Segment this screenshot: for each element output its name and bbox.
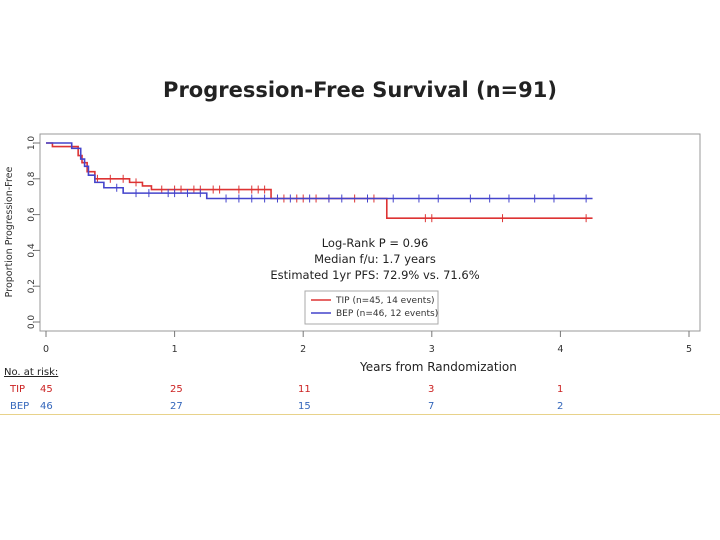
x-tick-label: 0 — [43, 344, 49, 355]
median-followup-annotation: Median f/u: 1.7 years — [314, 252, 436, 266]
x-tick-label: 4 — [557, 344, 563, 355]
x-tick-label: 3 — [429, 344, 435, 355]
y-tick-label: 0.0 — [27, 315, 37, 330]
risk-value-tip: 25 — [170, 384, 183, 395]
pfs-estimate-annotation: Estimated 1yr PFS: 72.9% vs. 71.6% — [270, 268, 480, 282]
y-tick-label: 0.8 — [27, 171, 37, 186]
km-curve-tip — [46, 142, 593, 219]
risk-value-tip: 11 — [298, 384, 311, 395]
risk-value-bep: 27 — [170, 401, 183, 412]
plot-frame — [39, 133, 701, 332]
y-tick-label: 0.4 — [27, 243, 37, 258]
logrank-annotation: Log-Rank P = 0.96 — [321, 236, 429, 250]
legend-bep-label: BEP (n=46, 12 events) — [336, 309, 438, 319]
risk-value-bep: 2 — [557, 401, 564, 412]
risk-value-tip: 1 — [557, 384, 564, 395]
km-chart: 0 1 2 3 4 5 0.0 0.2 0.4 0.6 0.8 1.0 Proportion Prog… — [4, 133, 701, 355]
risk-value-bep: 15 — [298, 401, 311, 412]
y-tick-label: 0.2 — [27, 279, 37, 293]
x-tick-label: 1 — [172, 344, 178, 355]
risk-table-header: No. at risk: — [4, 367, 59, 378]
axes: 0 1 2 3 4 5 0.0 0.2 0.4 0.6 0.8 1.0 — [27, 136, 692, 355]
risk-value-tip: 3 — [428, 384, 435, 395]
km-curve-bep — [46, 142, 593, 200]
x-tick-label: 5 — [686, 344, 692, 355]
legend-tip-label: TIP (n=45, 14 events) — [335, 296, 435, 306]
legend-box — [304, 290, 439, 325]
y-tick-label: 1.0 — [27, 136, 37, 151]
y-axis-label: Proportion Progression-Free — [4, 167, 15, 298]
risk-value-tip: 45 — [40, 384, 53, 395]
x-axis-label: Years from Randomization — [360, 360, 517, 374]
legend: TIP (n=45, 14 events) BEP (n=46, 12 even… — [304, 290, 439, 325]
divider — [0, 414, 720, 415]
risk-value-bep: 7 — [428, 401, 435, 412]
risk-row-bep-label: BEP — [10, 401, 30, 412]
y-tick-label: 0.6 — [27, 207, 37, 222]
curves — [46, 142, 593, 223]
risk-row-tip-label: TIP — [10, 384, 26, 395]
x-tick-label: 2 — [300, 344, 306, 355]
risk-value-bep: 46 — [40, 401, 53, 412]
chart-title: Progression-Free Survival (n=91) — [163, 78, 557, 102]
